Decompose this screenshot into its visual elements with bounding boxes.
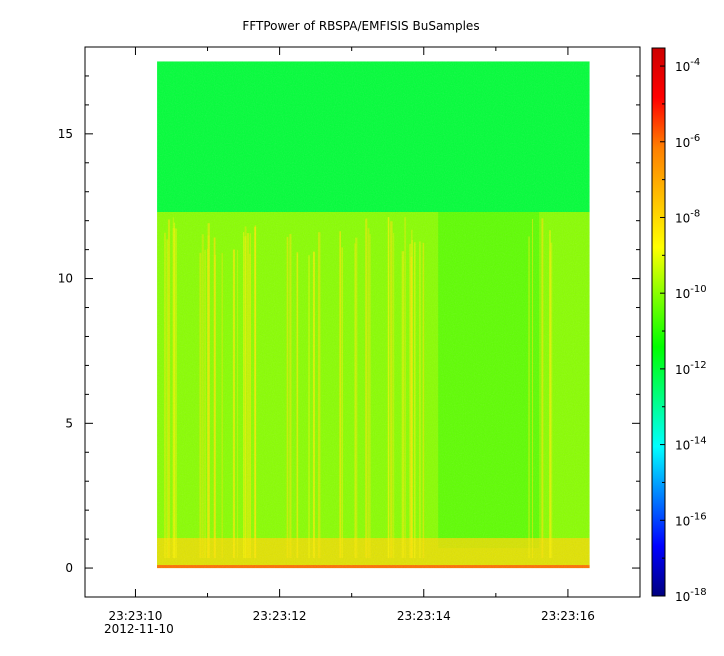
colorbar-tick-label: 10-4 [675,57,700,74]
y-tick-label: 5 [65,416,73,430]
spectrogram-image [157,61,590,569]
colorbar-tick-label: 10-18 [675,587,707,604]
x-axis: 23:23:10 23:23:12 23:23:14 23:23:16 [109,47,641,623]
colorbar-tick-label: 10-14 [675,436,707,453]
colorbar-axis: 10-4 10-6 10-8 10-10 10-12 10-14 10-16 10-18 [660,57,707,604]
x-tick-label: 23:23:14 [397,609,451,623]
x-tick-label: 23:23:12 [253,609,307,623]
colorbar-tick-label: 10-16 [675,511,707,528]
y-tick-label: 15 [58,127,73,141]
colorbar [651,47,666,597]
y-tick-label: 0 [65,561,73,575]
colorbar-tick-label: 10-8 [675,208,700,225]
noise-texture [157,61,590,569]
y-tick-label: 10 [58,272,73,286]
colorbar-tick-label: 10-6 [675,133,700,150]
x-tick-label: 23:23:10 [109,609,163,623]
y-axis: 0 5 10 15 [58,46,640,598]
x-axis-date-label: 2012-11-10 [104,622,174,636]
chart-title: FFTPower of RBSPA/EMFISIS BuSamples [242,19,479,33]
colorbar-tick-label: 10-10 [675,284,707,301]
colorbar-tick-label: 10-12 [675,360,707,377]
x-tick-label: 23:23:16 [541,609,595,623]
